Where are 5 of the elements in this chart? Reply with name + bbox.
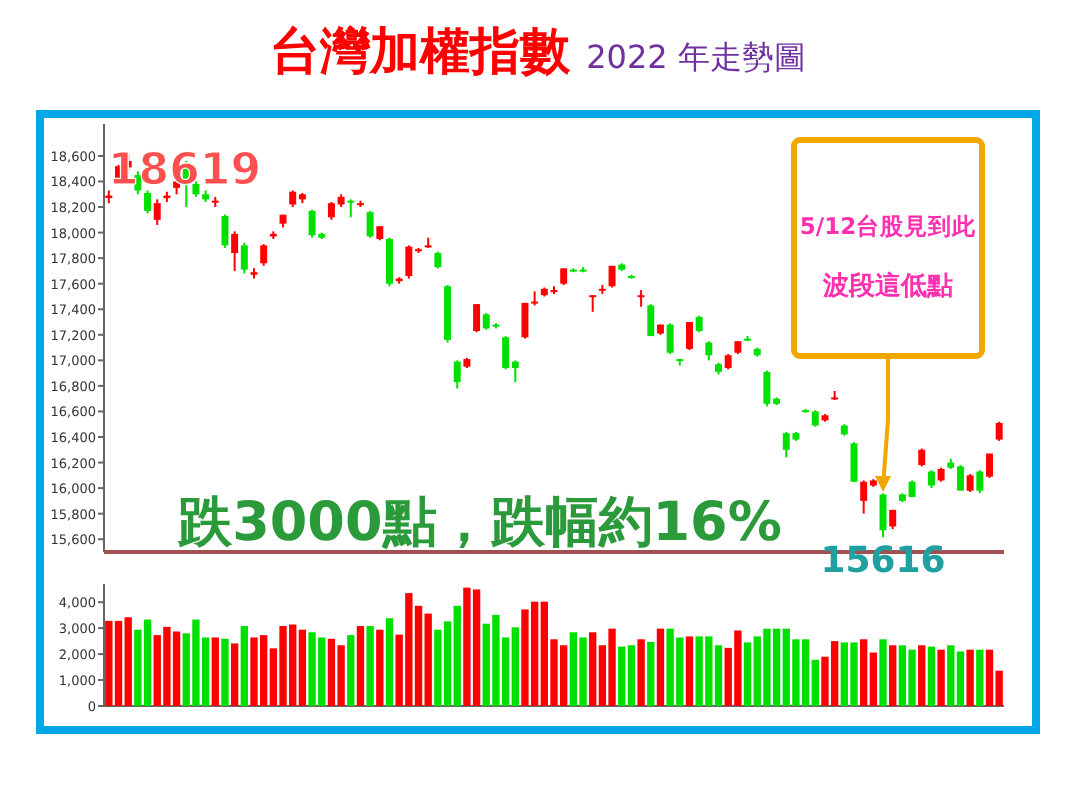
- annotation: 跌3000點，跌幅約16%: [176, 492, 782, 554]
- annotation: 5/12台股見到此: [799, 212, 979, 240]
- chart-title: 台灣加權指數: [270, 22, 573, 80]
- chart-subtitle: 2022 年走勢圖: [586, 38, 806, 76]
- annotation: 波段這低點: [821, 270, 953, 302]
